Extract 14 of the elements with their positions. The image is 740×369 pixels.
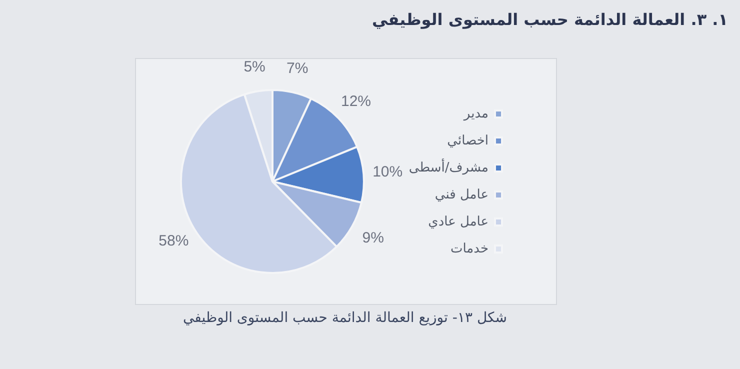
data-label: 10%: [372, 164, 403, 181]
legend-label: اخصائي: [447, 133, 488, 148]
legend-label: عامل فني: [434, 187, 488, 202]
text: ١. ٣. العمالة الدائمة حسب المستوى الوظيفي: [372, 10, 728, 29]
text: شكل ١٣- توزيع العمالة الدائمة حسب المستوى الوظيفي: [182, 310, 508, 326]
legend-label: خدمات: [450, 241, 488, 256]
data-label: 9%: [362, 229, 384, 246]
data-label: 5%: [244, 58, 266, 76]
legend-label: عامل عادي: [428, 214, 488, 230]
data-label: 58%: [158, 232, 189, 250]
data-label: 7%: [286, 60, 308, 77]
data-label: 12%: [340, 92, 372, 110]
legend-label: مدير: [462, 106, 488, 122]
legend-label: مشرف/أسطى: [408, 158, 488, 176]
